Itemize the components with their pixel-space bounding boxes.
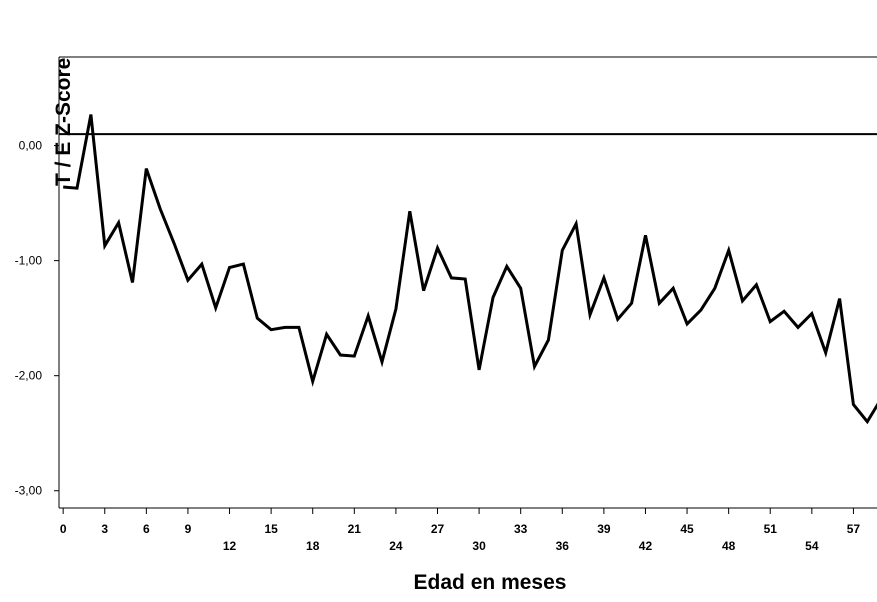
- x-tick-label: 21: [348, 522, 362, 536]
- y-tick-label: -3,00: [15, 484, 43, 498]
- x-tick-label: 9: [185, 522, 192, 536]
- y-tick-label: -1,00: [15, 254, 43, 268]
- x-tick-label: 33: [514, 522, 528, 536]
- y-axis-label: T / E Z-Score: [52, 58, 75, 186]
- x-tick-label: 27: [431, 522, 445, 536]
- reference-lines: [59, 56, 877, 136]
- x-tick-label: 54: [805, 539, 819, 553]
- x-tick-label: 12: [223, 539, 237, 553]
- x-tick-label: 51: [764, 522, 778, 536]
- x-tick-label: 24: [389, 539, 403, 553]
- x-axis-label: Edad en meses: [414, 571, 567, 594]
- x-tick-label: 48: [722, 539, 736, 553]
- x-tick-label: 42: [639, 539, 653, 553]
- x-tick-label: 36: [556, 539, 570, 553]
- series-line: [63, 114, 877, 425]
- x-tick-label: 3: [101, 522, 108, 536]
- y-tick-label: -2,00: [15, 369, 43, 383]
- y-tick-label: 0,00: [19, 139, 43, 153]
- x-tick-label: 45: [680, 522, 694, 536]
- axes: [58, 57, 877, 509]
- x-tick-label: 30: [472, 539, 486, 553]
- x-tick-label: 0: [60, 522, 67, 536]
- x-tick-label: 18: [306, 539, 320, 553]
- y-axis-ticks: 0,00 -1,00 -2,00 -3,00: [15, 139, 59, 498]
- x-tick-label: 39: [597, 522, 611, 536]
- x-tick-label: 57: [847, 522, 861, 536]
- x-tick-label: 15: [264, 522, 278, 536]
- x-tick-label: 6: [143, 522, 150, 536]
